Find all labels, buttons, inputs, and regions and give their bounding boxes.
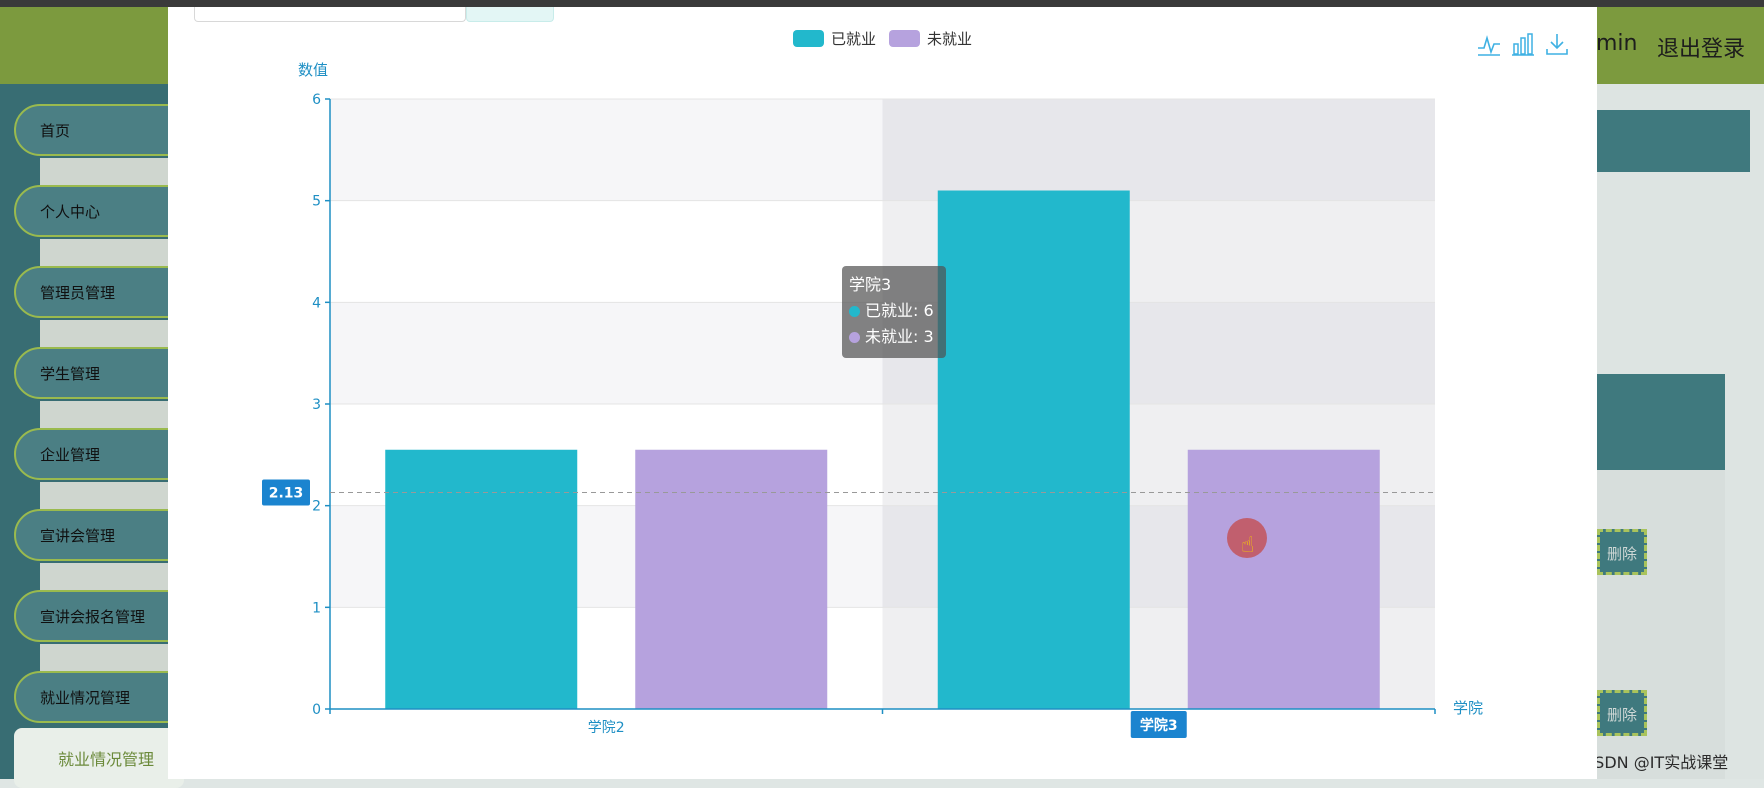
y-tick-label: 5 [312, 194, 321, 210]
y-tick-label: 0 [312, 702, 321, 718]
tooltip-row-label: 未就业: 3 [865, 327, 934, 346]
y-axis-title: 数值 [298, 61, 328, 79]
sidebar-item-label: 个人中心 [40, 203, 101, 221]
legend-swatch [889, 29, 920, 47]
bar-学院3-已就业 [937, 190, 1130, 709]
y-tick-label: 6 [312, 92, 321, 108]
bar-学院2-已就业 [385, 449, 578, 709]
browser-strip [0, 0, 1764, 7]
sidebar-item-label: 学生管理 [40, 365, 101, 383]
content-header-band [1597, 110, 1750, 172]
table-header-band [1597, 374, 1725, 470]
x-axis-title: 学院 [1453, 699, 1483, 717]
legend-swatch [793, 29, 824, 47]
x-pointer-label-box [1130, 711, 1187, 738]
tooltip-row-label: 已就业: 6 [865, 301, 934, 320]
bar-学院2-未就业 [635, 449, 828, 709]
search-input[interactable] [194, 7, 466, 22]
hand-cursor-icon: ☝ [1241, 533, 1255, 558]
sidebar-item-students[interactable]: 学生管理 [14, 347, 194, 399]
chart-tooltip: 学院3 已就业: 6 未就业: 3 [842, 266, 946, 358]
sidebar-item-home[interactable]: 首页 [14, 104, 194, 156]
tooltip-dot [849, 305, 860, 317]
y-pointer-label-box [262, 479, 310, 506]
sidebar-item-label: 就业情况管理 [40, 689, 131, 707]
user-name: min [1596, 31, 1638, 56]
bar-chart: 0 1 2 3 4 5 6 学院2 学院3 2.13 数值 学院 [262, 61, 1483, 738]
sidebar-item-employment[interactable]: 就业情况管理 [14, 671, 194, 723]
y-pointer-label: 2.13 [269, 485, 304, 501]
delete-label: 删除 [1606, 706, 1637, 724]
legend-label: 已就业 [831, 29, 877, 48]
sidebar-gap [40, 158, 168, 186]
tooltip-row: 未就业: 3 [849, 324, 946, 350]
sidebar-gap [40, 644, 168, 672]
sidebar-item-label: 宣讲会报名管理 [40, 608, 146, 626]
sidebar-item-label: 企业管理 [40, 446, 101, 464]
tooltip-row: 已就业: 6 [849, 298, 946, 324]
sidebar-item-companies[interactable]: 企业管理 [14, 428, 194, 480]
sidebar-gap [40, 401, 168, 429]
search-button[interactable] [466, 7, 554, 22]
x-tick-label: 学院2 [588, 720, 625, 736]
download-icon[interactable] [1544, 32, 1570, 58]
legend-label: 未就业 [927, 29, 973, 48]
sidebar-subitem-label: 就业情况管理 [58, 750, 155, 769]
tooltip-title: 学院3 [849, 275, 892, 294]
delete-button[interactable]: 删除 [1597, 529, 1647, 575]
y-tick-label: 3 [312, 397, 321, 413]
sidebar-gap [40, 482, 168, 510]
line-chart-icon[interactable] [1476, 32, 1502, 58]
sidebar-item-label: 首页 [40, 122, 71, 140]
tooltip-dot [849, 331, 860, 343]
sidebar-item-profile[interactable]: 个人中心 [14, 185, 194, 237]
y-tick-label: 1 [312, 600, 321, 616]
sidebar-gap [40, 320, 168, 348]
sidebar-gap [40, 239, 168, 267]
grid-band [330, 99, 1435, 201]
legend-item-unemployed[interactable]: 未就业 [889, 28, 972, 48]
sidebar-item-seminars[interactable]: 宣讲会管理 [14, 509, 194, 561]
delete-button[interactable]: 删除 [1597, 690, 1647, 736]
bar-chart-icon[interactable] [1510, 32, 1536, 58]
sidebar-item-label: 宣讲会管理 [40, 527, 116, 545]
sidebar-item-admin[interactable]: 管理员管理 [14, 266, 194, 318]
bar-学院3-未就业 [1187, 449, 1380, 709]
logout-button[interactable]: 退出登录 [1657, 37, 1746, 62]
chart-modal: 已就业 未就业 0 1 2 3 4 5 6 学院2 学院3 2.13 数值 学院 学院3 已就业:… [168, 7, 1597, 779]
legend-item-employed[interactable]: 已就业 [793, 28, 876, 48]
delete-label: 删除 [1606, 545, 1637, 563]
sidebar-gap [40, 563, 168, 591]
x-pointer-label: 学院3 [1140, 717, 1178, 734]
y-tick-label: 2 [312, 499, 321, 515]
y-tick-label: 4 [312, 295, 321, 311]
watermark: CSDN @IT实战课堂 [1583, 753, 1729, 772]
sidebar-subitem-active[interactable]: 就业情况管理 [14, 728, 184, 788]
cursor-highlight [1227, 518, 1267, 558]
sidebar-item-label: 管理员管理 [40, 284, 116, 302]
sidebar-item-seminar-signups[interactable]: 宣讲会报名管理 [14, 590, 194, 642]
